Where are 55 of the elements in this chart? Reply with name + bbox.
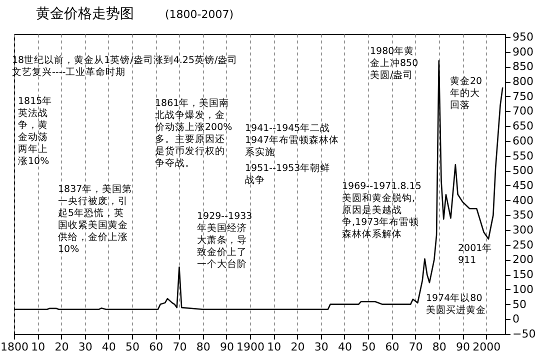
chart-subtitle: (1800-2007) [165,8,234,21]
y-tick-label: 50 [512,298,526,311]
y-tick-label: 0 [512,312,520,326]
y-tick-label: 600 [512,134,534,148]
x-tick-label: 80 [196,340,210,354]
x-tick-label: 70 [172,340,187,354]
x-tick-label: 10 [267,340,282,354]
annotation: 黄金20年的大回落 [450,75,482,111]
y-tick-label: 950 [512,30,534,44]
x-tick-label: 50 [126,340,140,354]
annotation: 1980年黄金上冲850美圆/盎司 [370,45,418,81]
x-tick-label: 60 [385,340,400,354]
x-tick-label: 90 [456,340,470,354]
annotation: 1837年，美国第一央行被废，引起5年恐慌，英国收紧美国黄金供给，金价上涨10% [58,183,132,255]
y-tick-label: 650 [512,120,534,133]
y-tick-label: 800 [512,75,534,88]
y-tick-label: 750 [512,90,534,103]
y-tick-label: 450 [512,178,534,192]
x-tick-label: 70 [408,340,423,354]
y-tick-label: 100 [512,282,534,296]
y-tick-label: 200 [512,253,534,266]
annotation: 1941--1945年二战1947年布雷顿森林体系实施 [245,122,340,158]
x-tick-label: 50 [362,340,376,354]
x-tick-label: 20 [54,340,69,354]
x-tick-label: 90 [220,340,234,354]
x-tick-label: 20 [290,340,305,354]
y-tick-label: 400 [512,194,534,207]
x-tick-label: 40 [338,340,352,354]
y-tick-label: 550 [512,149,534,162]
x-tick-label: 60 [149,340,164,354]
x-tick-label: 80 [432,340,446,354]
y-tick-label: 150 [512,268,534,282]
x-tick-label: 40 [102,340,116,354]
annotation: 1861年，美国南北战争爆发，金价动荡上涨200%多。主要原因还是货币发行权的争夺战。 [154,97,232,169]
y-tick-label: −50 [512,328,536,340]
annotation: 1929--1933年美国经济大萧条，导致金价上了一个大台阶 [197,211,252,270]
x-tick-label: 2000 [472,340,501,354]
x-tick-label: 30 [78,340,92,354]
annotation: 1815年英法战争，黄金动荡两年上涨10% [18,95,52,167]
y-tick-label: 700 [512,104,534,118]
chart-title: 黄金价格走势图 [36,6,134,22]
x-tick-label: 10 [31,340,46,354]
x-tick-label: 1800 [0,340,28,354]
annotation: 1951--1953年朝鲜战争 [245,162,330,186]
y-tick-label: 250 [512,238,534,252]
annotation: 1969--1971.8.15美圆和黄金脱钩,原因是美越战争,1973年布雷顿森林体系解体 [342,181,422,240]
annotation: 1974年以80美圆买进黄金 [426,292,486,316]
annotation: 2001年911 [458,242,492,266]
y-tick-label: 300 [512,224,534,237]
x-tick-label: 30 [314,340,328,354]
y-tick-label: 500 [512,164,534,178]
x-tick-label: 1900 [236,340,265,354]
y-tick-label: 350 [512,208,534,222]
y-tick-label: 900 [512,45,534,58]
y-tick-label: 850 [512,60,534,74]
